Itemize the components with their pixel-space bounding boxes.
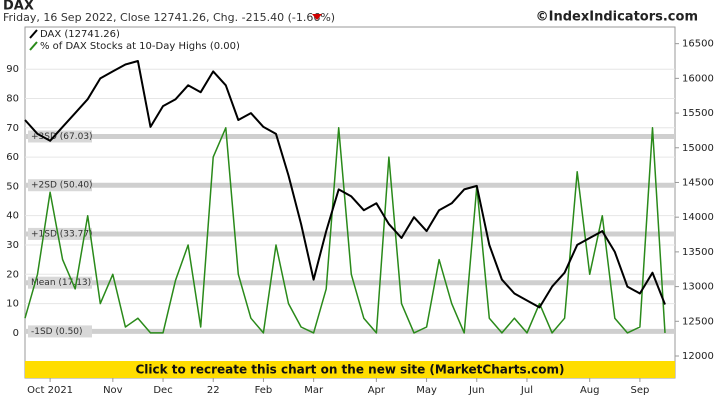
y-tick-label: 0 [13,328,19,339]
banner[interactable] [25,361,675,378]
banner-text[interactable]: Click to recreate this chart on the new … [135,363,564,377]
x-tick-label: Aug [580,385,600,396]
y2-tick-label: 13000 [682,282,714,293]
y2-tick-label: 12000 [682,351,714,362]
band-label: +3SD (67.03) [31,132,93,142]
legend-label: DAX (12741.26) [40,29,120,40]
legend-label: % of DAX Stocks at 10-Day Highs (0.00) [40,41,240,52]
band-label: -1SD (0.50) [31,327,83,337]
x-tick-label: May [416,385,437,396]
band-label-bg [28,179,92,192]
x-tick-label: Feb [255,385,273,396]
y-tick-label: 90 [6,64,19,75]
plot-frame [24,26,676,379]
band-label: +1SD (33.77) [31,229,93,239]
y2-tick-label: 13500 [682,247,714,258]
chart-title: DAX [3,0,34,14]
y2-tick-label: 14000 [682,212,714,223]
y-tick-label: 60 [6,152,19,163]
band-label: Mean (17.13) [31,278,91,288]
y-tick-label: 80 [6,93,19,104]
y-tick-label: 40 [6,211,19,222]
y2-tick-label: 16500 [682,39,714,50]
x-tick-label: Mar [304,385,324,396]
band-label-bg [28,130,92,143]
y2-tick-label: 12500 [682,316,714,327]
y2-tick-label: 15000 [682,143,714,154]
band-label: +2SD (50.40) [31,181,93,191]
chart-subtitle: Friday, 16 Sep 2022, Close 12741.26, Chg… [3,11,335,24]
y2-tick-label: 16000 [682,73,714,84]
y-tick-label: 30 [6,240,19,251]
copyright: ©IndexIndicators.com [536,10,698,25]
y2-tick-label: 15500 [682,108,714,119]
x-tick-label: Oct 2021 [27,385,73,396]
x-tick-label: Sep [630,385,649,396]
series-line [24,127,666,334]
x-tick-label: Jul [520,385,533,396]
y-tick-label: 20 [6,269,19,280]
series-line [24,60,666,309]
y2-tick-label: 14500 [682,177,714,188]
down-arrow [312,14,322,20]
x-tick-label: Nov [103,385,123,396]
y-tick-label: 70 [6,123,19,134]
y-tick-label: 50 [6,181,19,192]
legend-swatch [29,41,38,51]
x-tick-label: Dec [153,385,172,396]
x-tick-label: Apr [368,385,386,396]
x-tick-label: 22 [207,385,220,396]
y-tick-label: 10 [6,299,19,310]
band-label-bg [28,325,92,338]
x-tick-label: Jun [468,385,485,396]
legend-swatch [29,29,38,39]
